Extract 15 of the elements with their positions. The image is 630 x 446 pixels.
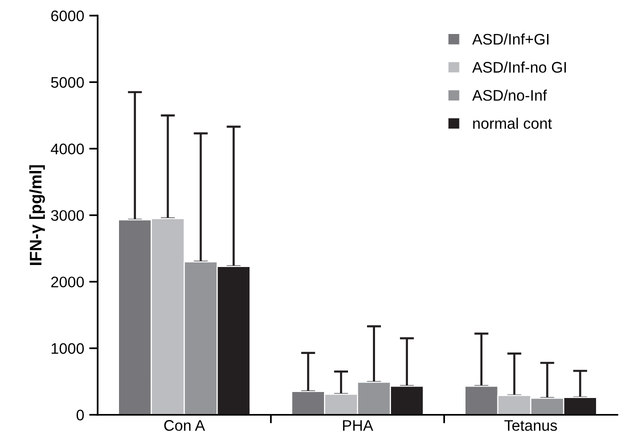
legend-label: ASD/no-Inf xyxy=(472,90,547,101)
y-tick-label: 0 xyxy=(76,410,84,420)
x-tick-label: Con A xyxy=(164,420,206,431)
y-tick-label: 1000 xyxy=(52,343,84,354)
legend-label: ASD/Inf-no GI xyxy=(472,62,566,73)
y-tick-label: 3000 xyxy=(51,210,84,221)
y-tick-label: 4000 xyxy=(50,144,84,154)
x-tick-label: Tetanus xyxy=(504,420,557,431)
y-axis-title: IFN-γ [pg/ml] xyxy=(29,165,45,265)
x-tick-label: PHA xyxy=(343,420,374,431)
legend-label: ASD/Inf+GI xyxy=(472,33,548,45)
y-tick-label: 6000 xyxy=(51,10,84,22)
y-tick-label: 5000 xyxy=(51,77,84,88)
legend-label: normal cont xyxy=(473,118,552,129)
y-tick-label: 2000 xyxy=(51,276,84,288)
